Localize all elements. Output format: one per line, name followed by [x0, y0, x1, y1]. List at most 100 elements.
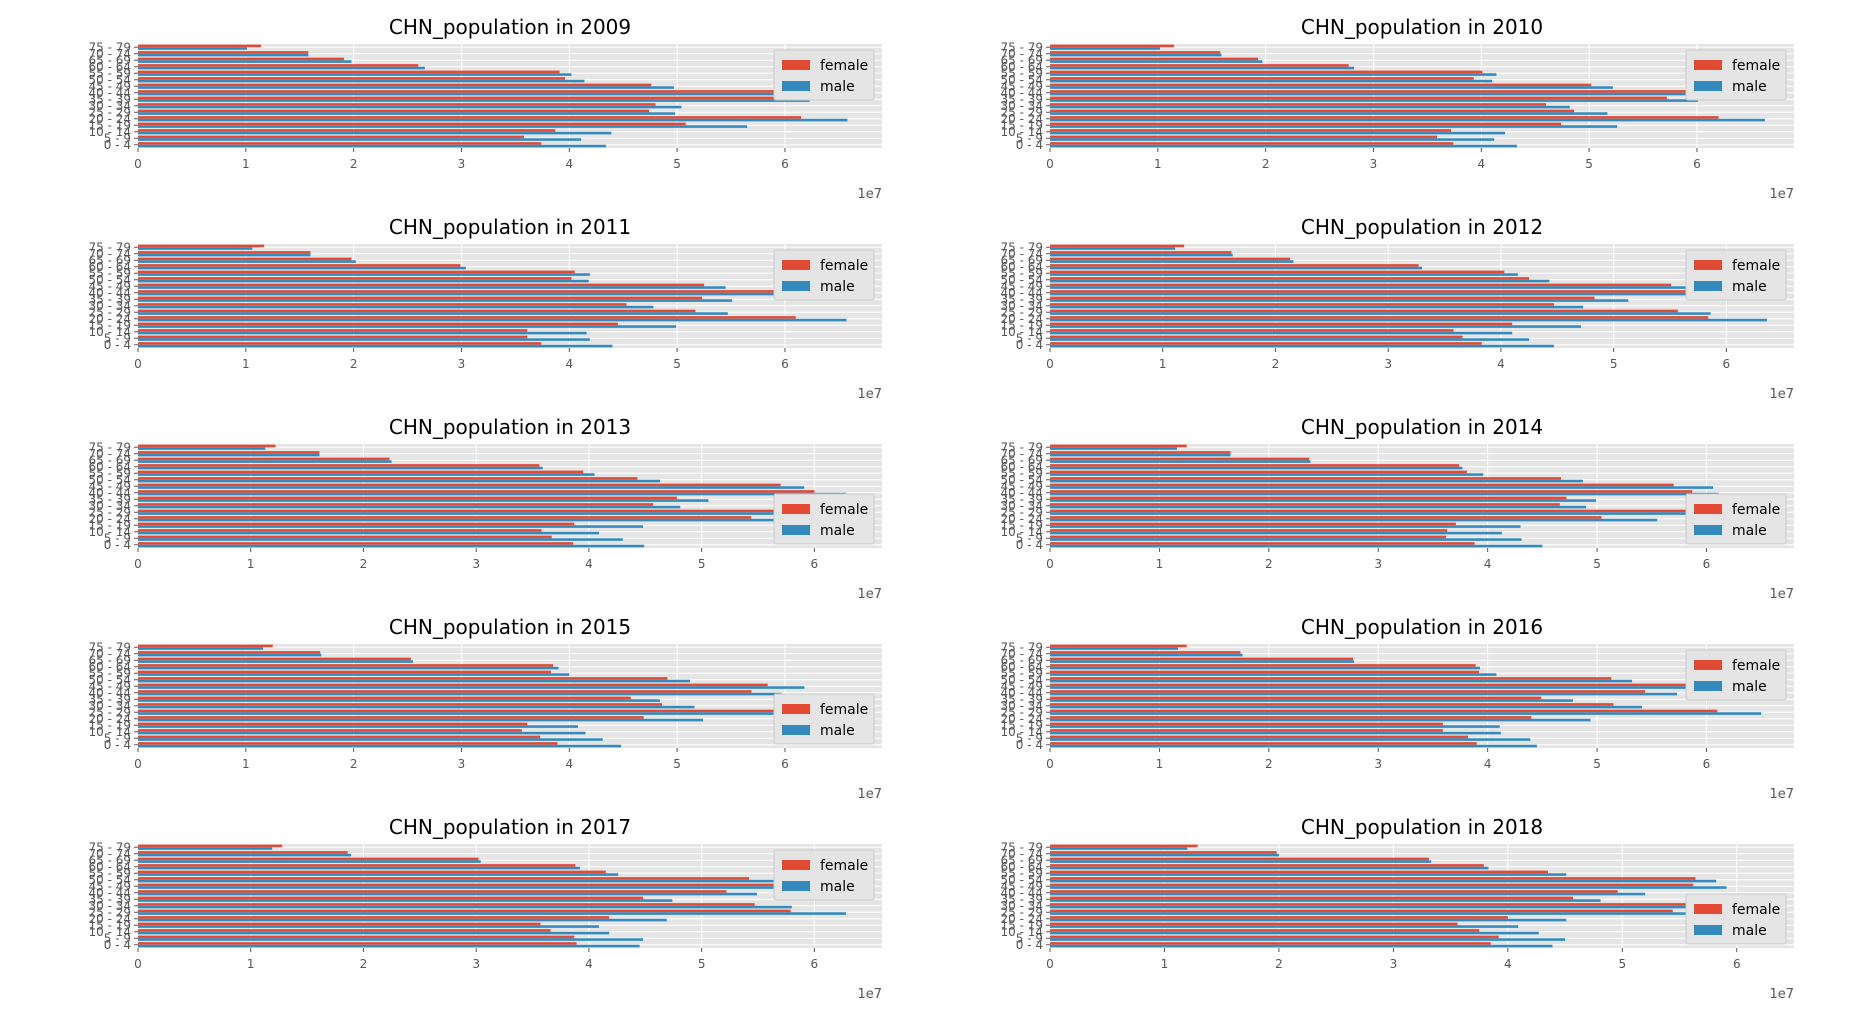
bar-female-60-64: [1050, 264, 1419, 267]
x-tick-label: 5: [698, 557, 706, 571]
y-tick-label: 0 - 4: [1016, 738, 1043, 752]
bar-male-60-64: [138, 666, 559, 670]
x-tick-label: 3: [1374, 557, 1382, 571]
y-tick-label: 25 - 29: [1001, 505, 1044, 519]
legend-label-male: male: [1732, 523, 1767, 539]
y-tick-label: 75 - 79: [89, 840, 132, 854]
bar-male-45-49: [1050, 486, 1714, 489]
bar-male-25-29: [138, 112, 675, 115]
x-tick-label: 6: [781, 157, 789, 171]
y-tick-label: 75 - 79: [1001, 440, 1044, 454]
y-tick-label: 40 - 44: [89, 886, 132, 900]
bar-male-50-54: [138, 479, 660, 483]
bar-female-15-19: [138, 322, 618, 326]
y-tick-label: 50 - 54: [89, 473, 132, 487]
bar-female-55-59: [138, 470, 584, 474]
legend-label-male: male: [1732, 679, 1767, 695]
bar-female-60-64: [1050, 64, 1349, 67]
bar-female-5-9: [1050, 335, 1463, 339]
bar-male-10-14: [1050, 931, 1539, 935]
y-tick-label: 75 - 79: [1001, 240, 1044, 254]
bar-male-25-29: [138, 512, 848, 515]
y-tick-label: 65 - 69: [1001, 453, 1044, 467]
bar-female-5-9: [138, 935, 575, 939]
legend: female male: [773, 693, 875, 745]
y-tick-label: 70 - 74: [89, 647, 132, 661]
x-offset-label: 1e7: [857, 387, 882, 402]
bar-female-70-74: [138, 251, 311, 254]
y-tick-label: 70 - 74: [1001, 647, 1044, 661]
bar-male-20-24: [1050, 518, 1658, 522]
legend-label-female: female: [820, 858, 868, 874]
bar-female-55-59: [1050, 870, 1548, 874]
x-tick-label: 0: [134, 357, 142, 371]
bar-male-50-54: [138, 679, 691, 683]
y-tick-label: 0 - 4: [104, 738, 131, 752]
y-tick-label: 20 - 24: [89, 512, 132, 526]
bar-male-30-34: [138, 705, 695, 709]
legend: female male: [773, 49, 875, 101]
legend-swatch-female: [782, 260, 810, 270]
bar-female-50-54: [138, 477, 638, 480]
bar-female-60-64: [138, 464, 540, 467]
x-tick-label: 5: [673, 757, 681, 771]
bar-female-70-74: [1050, 851, 1277, 854]
x-tick-label: 5: [1618, 957, 1626, 971]
legend-swatch-male: [1694, 81, 1722, 91]
y-tick-label: 30 - 34: [89, 899, 132, 913]
y-tick-label: 30 - 34: [1001, 499, 1044, 513]
x-tick-label: 4: [1477, 157, 1485, 171]
bar-male-25-29: [1050, 912, 1730, 915]
bar-female-45-49: [138, 483, 781, 487]
bar-male-70-74: [138, 253, 311, 257]
x-tick-label: 0: [1046, 957, 1054, 971]
bar-female-40-44: [138, 890, 727, 893]
legend: female male: [773, 849, 875, 901]
bar-female-60-64: [1050, 464, 1460, 467]
y-tick-label: 35 - 39: [1001, 92, 1044, 106]
y-tick-label: 35 - 39: [1001, 492, 1044, 506]
legend-swatch-male: [782, 881, 810, 891]
bar-female-65-69: [138, 257, 352, 261]
bar-female-25-29: [138, 109, 650, 113]
bar-male-40-44: [138, 292, 789, 296]
bar-male-0-4: [138, 944, 640, 948]
bar-female-35-39: [138, 296, 702, 300]
bar-male-45-49: [138, 286, 726, 289]
y-tick-label: 35 - 39: [89, 692, 132, 706]
bar-male-65-69: [1050, 660, 1355, 663]
y-tick-label: 5 - 9: [1016, 131, 1043, 145]
y-tick-label: 45 - 49: [89, 679, 132, 693]
bar-female-20-24: [1050, 316, 1709, 319]
y-tick-label: 25 - 29: [89, 105, 132, 119]
legend-label-female: female: [1732, 902, 1780, 918]
bar-male-45-49: [138, 886, 819, 889]
x-tick-label: 4: [585, 557, 593, 571]
bar-male-5-9: [1050, 738, 1531, 741]
bar-male-55-59: [1050, 473, 1484, 476]
y-tick-label: 70 - 74: [89, 447, 132, 461]
x-offset-label: 1e7: [857, 787, 882, 802]
x-tick-label: 1: [1156, 557, 1164, 571]
bar-male-35-39: [1050, 99, 1699, 102]
bar-male-50-54: [1050, 479, 1583, 483]
legend-label-male: male: [820, 523, 855, 539]
y-tick-label: 10 - 14: [1001, 525, 1044, 539]
bar-male-25-29: [1050, 512, 1738, 515]
x-tick-label: 3: [1370, 157, 1378, 171]
bar-male-10-14: [138, 531, 600, 535]
y-tick-label: 65 - 69: [89, 253, 132, 267]
bar-male-70-74: [1050, 253, 1233, 257]
bar-female-30-34: [138, 703, 663, 706]
bar-male-50-54: [138, 279, 589, 283]
bar-female-10-14: [1050, 129, 1452, 132]
bar-female-40-44: [1050, 690, 1646, 693]
bar-female-35-39: [138, 896, 644, 900]
x-offset-label: 1e7: [1769, 987, 1794, 1002]
bar-female-75-79: [138, 44, 261, 48]
bar-male-45-49: [138, 486, 805, 489]
y-tick-label: 45 - 49: [89, 279, 132, 293]
